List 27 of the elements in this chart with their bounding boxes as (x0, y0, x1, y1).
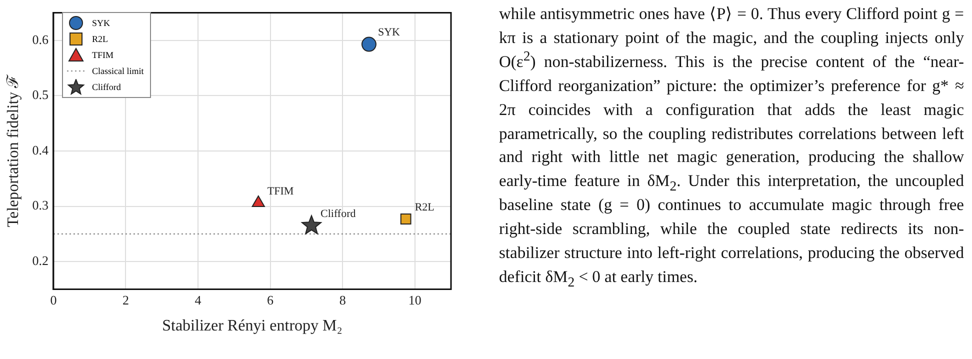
text: R2L (414, 201, 434, 214)
y-tick-label: 0.5 (32, 87, 48, 102)
y-tick-label: 0.6 (32, 32, 49, 47)
legend-label: TFIM (92, 49, 114, 62)
x-tick-label: 8 (339, 292, 346, 308)
y-tick-label: 0.4 (32, 142, 49, 158)
x-tick-label: 6 (267, 292, 274, 308)
point (252, 195, 265, 207)
text: Clifford (320, 208, 356, 220)
point (361, 36, 376, 52)
legend-label: SYK (92, 17, 110, 30)
text: while antisymmetric ones have ⟨P⟩ = 0. Thus every Clifford point g = kπ is a stationary point of the magic, and the coupling injects only O(ε$^{2}$) non-stabilizerness. This is the precise content of the “near-Clifford reorganization” picture: the optimizer’s preference for g* ≈ 2π coincides with a configuration that adds the least magic parametrically, so the coupling redistributes correlations between left and right with little net magic generation, producing the shallow early-time feature in δM$_{2}$. Under this interpretation, the uncoupled baseline state (g = 0) continues to accumulate magic through free right-side scrambling, while the coupled state redirects its non-stabilizer structure into left-right correlations, producing the observed deficit δM$_{2}$ < 0 at early times. (499, 4, 964, 290)
legend-label: Classical limit (92, 65, 144, 78)
y-tick-label: 0.3 (32, 198, 48, 213)
point (400, 214, 412, 224)
x-tick-label: 4 (194, 292, 202, 308)
text: TFIM (267, 185, 294, 198)
x-tick-label: 0 (50, 292, 57, 308)
y-tick-label: 0.2 (32, 252, 48, 268)
x-tick-label: 10 (408, 292, 422, 308)
text: SYK (378, 26, 400, 39)
point (301, 215, 322, 234)
legend-label: R2L (92, 33, 108, 46)
legend-label: Clifford (92, 81, 121, 94)
y-axis-title: Teleportation fidelity ℱ (4, 74, 22, 228)
x-tick-label: 2 (122, 292, 129, 308)
x-axis-title: Stabilizer Rényi entropy M₂ (162, 318, 342, 335)
